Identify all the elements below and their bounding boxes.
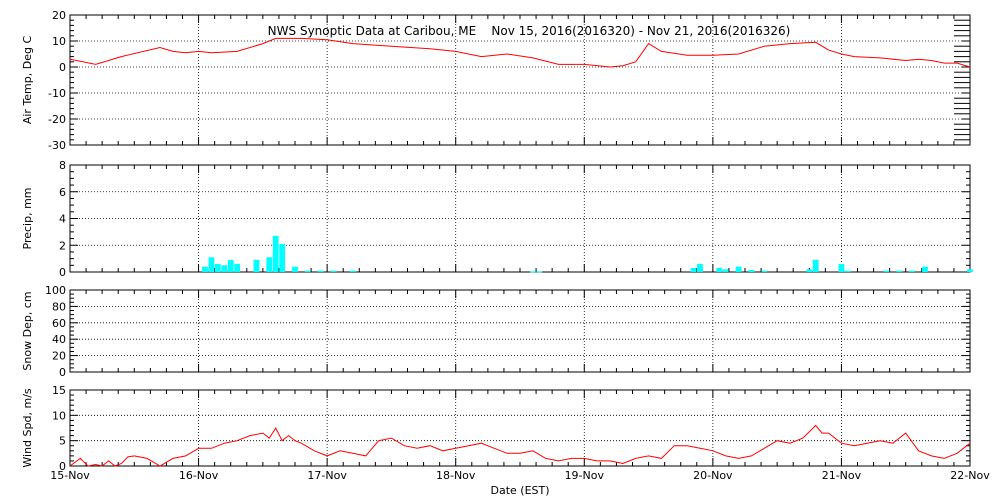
y-tick-label: 10	[52, 409, 66, 422]
y-tick-label: 10	[52, 35, 66, 48]
precip-bar	[722, 269, 729, 272]
precip-bar	[536, 271, 543, 273]
y-tick-label: 60	[52, 317, 66, 330]
y-tick-label: 0	[59, 460, 66, 473]
precip-bar	[234, 263, 241, 272]
precip-bar	[844, 270, 851, 272]
x-tick-label: 15-Nov	[50, 469, 90, 482]
precip-bar	[304, 270, 311, 272]
y-tick-label: 20	[52, 350, 66, 363]
precip-bar	[317, 270, 324, 272]
y-tick-label: 0	[59, 61, 66, 74]
precip-bar	[761, 270, 768, 272]
precip-bar	[883, 270, 890, 272]
y-tick-label: 2	[59, 239, 66, 252]
series-line	[69, 37, 971, 68]
precip-bar	[967, 269, 973, 272]
y-tick-label: 80	[52, 300, 66, 313]
y-tick-label: 8	[59, 159, 66, 172]
precip-bar	[272, 235, 279, 272]
series-line	[69, 424, 971, 467]
y-axis-title: Wind Spd, m/s	[21, 388, 34, 468]
precip-bar	[227, 259, 234, 272]
chart-title: NWS Synoptic Data at Caribou, ME Nov 15,…	[268, 24, 791, 38]
y-tick-label: 0	[59, 366, 66, 379]
precip-bar	[697, 263, 703, 272]
panel-3: 15 10 5 0 Wind Spd, m/s 15-Nov 16-Nov 17-Nov 18-…	[21, 384, 990, 482]
y-tick-label: -10	[48, 87, 66, 100]
precip-bar	[922, 266, 928, 272]
precip-bar	[266, 257, 273, 272]
y-axis-title: Snow Dep, cm	[21, 291, 34, 370]
y-axis-title: Precip, mm	[21, 188, 34, 250]
y-tick-label: -20	[48, 113, 66, 126]
precip-bar	[690, 267, 697, 272]
x-tick-label: 17-Nov	[307, 469, 347, 482]
precip-bar	[253, 259, 260, 272]
x-tick-label: 20-Nov	[693, 469, 733, 482]
precip-bar	[838, 263, 845, 272]
precip-bar	[529, 271, 536, 273]
panel-2: 100 80 60 40 20 0 Snow Dep, cm	[21, 284, 971, 379]
x-tick-label: 22-Nov	[950, 469, 990, 482]
precip-bar	[330, 270, 337, 272]
y-tick-label: 6	[59, 186, 66, 199]
panel-1: 8 6 4 2 0 Precip, mm	[21, 159, 973, 279]
precip-bar	[349, 270, 356, 272]
precip-bar	[279, 243, 286, 272]
y-tick-label: 5	[59, 435, 66, 448]
panel-frame	[69, 389, 971, 467]
panel-frame	[69, 289, 971, 373]
y-tick-label: 20	[52, 9, 66, 22]
x-tick-label: 18-Nov	[436, 469, 476, 482]
y-tick-label: 100	[45, 284, 66, 297]
x-tick-label: 16-Nov	[179, 469, 219, 482]
precip-bar	[716, 267, 723, 272]
y-axis-title: Air Temp, Deg C	[21, 36, 34, 125]
precip-bar	[812, 259, 819, 272]
precip-bar	[735, 266, 742, 272]
precip-bar	[208, 257, 215, 272]
panel-0: 20 10 0 -10 -20 -30 Air Temp, Deg C	[21, 9, 971, 152]
precip-bar	[806, 269, 813, 272]
precip-bar	[909, 270, 916, 272]
y-tick-label: 40	[52, 333, 66, 346]
y-tick-label: 4	[59, 213, 66, 226]
precip-bar	[214, 263, 221, 272]
x-tick-label: 19-Nov	[565, 469, 605, 482]
y-tick-label: -30	[48, 139, 66, 152]
y-tick-label: 0	[59, 266, 66, 279]
precip-bar	[292, 266, 298, 272]
x-axis-title: Date (EST)	[490, 484, 549, 497]
precip-bar	[748, 269, 755, 272]
y-tick-label: 15	[52, 384, 66, 397]
precip-bar	[896, 270, 903, 272]
precip-bar	[221, 265, 228, 272]
precip-bar	[202, 266, 208, 272]
x-tick-label: 21-Nov	[822, 469, 862, 482]
